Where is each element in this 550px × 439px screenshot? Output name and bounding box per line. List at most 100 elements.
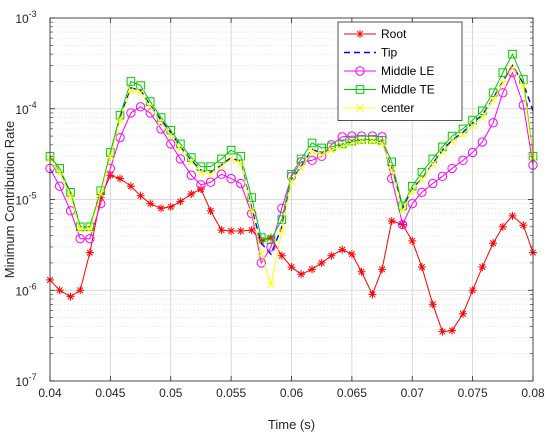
- marker-stroke: [308, 266, 316, 273]
- marker-stroke: [489, 96, 498, 104]
- data-point: [327, 146, 336, 154]
- x-axis-title: Time (s): [268, 417, 315, 432]
- data-point: [519, 221, 528, 230]
- marker-stroke: [77, 287, 84, 294]
- marker-stroke: [247, 206, 256, 215]
- data-point: [136, 81, 145, 90]
- data-point: [407, 198, 417, 209]
- data-point: [277, 215, 287, 224]
- x-tick-labels: 0.04 0.045 0.05 0.055 0.06 0.065 0.07 0.075 0.08: [38, 386, 545, 400]
- series-center: [46, 64, 537, 289]
- data-point: [217, 154, 226, 164]
- marker-stroke: [459, 310, 467, 317]
- data-point: [368, 290, 377, 299]
- marker-stroke: [308, 147, 316, 156]
- marker-stroke: [408, 186, 417, 195]
- y-tick-exponent: -4: [29, 100, 37, 110]
- data-point: [468, 115, 477, 125]
- data-point: [317, 151, 326, 159]
- marker-stroke: [356, 104, 364, 112]
- marker-stroke: [327, 146, 336, 154]
- data-point: [498, 222, 507, 231]
- marker-stroke: [207, 207, 214, 214]
- data-point: [85, 222, 95, 232]
- data-point: [347, 250, 356, 259]
- marker-stroke: [227, 227, 235, 235]
- data-point: [197, 168, 205, 177]
- marker-stroke: [498, 79, 507, 88]
- marker-stroke: [429, 301, 436, 308]
- legend: Root Tip Middle LE Middle TE center: [337, 21, 463, 121]
- marker-stroke: [318, 259, 325, 267]
- data-point: [458, 309, 467, 318]
- data-point: [297, 164, 306, 173]
- marker-stroke: [146, 102, 155, 111]
- data-point: [296, 154, 306, 164]
- marker-stroke: [438, 148, 447, 157]
- data-point: [166, 202, 175, 211]
- marker-stroke: [499, 223, 506, 230]
- data-point: [205, 177, 216, 187]
- legend-label: Root: [381, 27, 407, 41]
- x-tick-label: 0.07: [401, 386, 425, 400]
- legend-label: Middle TE: [381, 83, 435, 97]
- data-point: [146, 199, 155, 208]
- marker-stroke: [147, 200, 154, 207]
- data-point: [498, 88, 508, 98]
- data-point: [206, 162, 215, 171]
- x-tick-label: 0.045: [95, 386, 125, 400]
- data-point: [378, 139, 386, 147]
- y-tick-label: 10-3: [15, 9, 36, 26]
- data-point: [307, 138, 317, 148]
- y-tick-label: 10-6: [15, 281, 36, 298]
- data-point: [226, 145, 236, 155]
- data-point: [226, 173, 236, 184]
- data-point: [357, 137, 366, 145]
- series-layer: [45, 49, 538, 336]
- series-line-middle-te: [49, 52, 534, 241]
- data-point: [508, 64, 517, 73]
- data-point: [236, 226, 245, 235]
- marker-stroke: [328, 252, 335, 259]
- marker-stroke: [257, 250, 266, 258]
- marker-stroke: [187, 157, 196, 166]
- marker-stroke: [188, 190, 195, 198]
- data-point: [287, 263, 296, 272]
- marker-stroke: [85, 225, 94, 234]
- data-point: [157, 204, 166, 213]
- marker-stroke: [348, 139, 356, 147]
- marker-stroke: [369, 291, 376, 298]
- marker-stroke: [96, 190, 105, 198]
- data-point: [378, 265, 387, 274]
- data-point: [357, 135, 366, 144]
- marker-stroke: [297, 164, 306, 173]
- data-point: [417, 263, 426, 272]
- data-point: [468, 121, 477, 130]
- data-point: [347, 131, 357, 141]
- data-point: [206, 170, 215, 179]
- marker-stroke: [448, 138, 456, 146]
- data-point: [156, 124, 166, 134]
- data-point: [355, 85, 365, 94]
- data-point: [257, 250, 266, 258]
- data-point: [498, 68, 508, 77]
- marker-stroke: [439, 328, 446, 335]
- data-point: [85, 248, 94, 257]
- data-point: [106, 152, 115, 161]
- y-tick-exponent: -5: [29, 191, 37, 201]
- legend-item-middle-le: Middle LE: [344, 64, 434, 78]
- data-point: [458, 124, 468, 134]
- data-point: [136, 88, 145, 97]
- marker-stroke: [116, 116, 124, 124]
- marker-stroke: [469, 287, 476, 294]
- marker-stroke: [478, 113, 487, 122]
- marker-stroke: [76, 225, 85, 234]
- marker-stroke: [86, 249, 94, 256]
- data-point: [498, 79, 507, 88]
- marker-stroke: [167, 203, 174, 210]
- data-point: [448, 326, 457, 335]
- marker-stroke: [338, 142, 347, 150]
- data-point: [157, 118, 165, 127]
- data-point: [217, 226, 226, 235]
